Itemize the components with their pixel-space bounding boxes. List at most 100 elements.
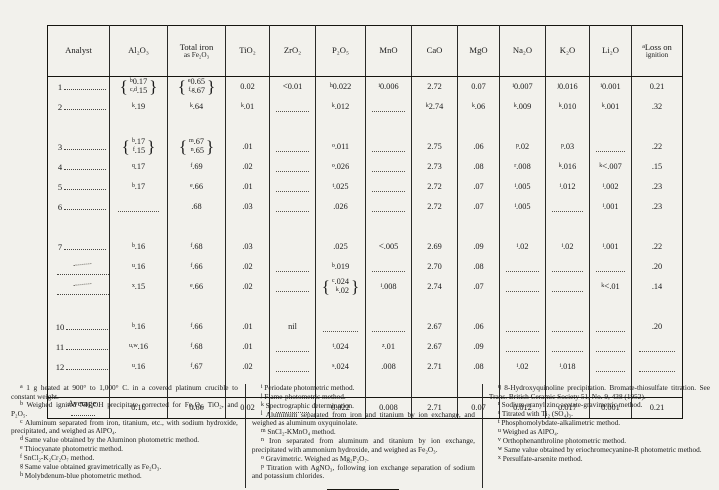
empty-dash xyxy=(276,210,309,212)
cell-value: f.68 xyxy=(190,341,203,351)
cell-mno xyxy=(365,97,412,117)
footnote-item: p Titration with AgNO₃, following ion ex… xyxy=(252,463,475,481)
footnote-marker: z xyxy=(382,342,385,349)
cell-value: k2.74 xyxy=(425,101,444,111)
cell-loi: 0.21 xyxy=(631,76,683,97)
empty-dash xyxy=(276,370,309,372)
cell-li2o xyxy=(589,137,632,157)
spacer-cell xyxy=(365,117,412,137)
cell-al2o3: b.16 xyxy=(109,237,168,257)
cell-mno: i0.006 xyxy=(365,76,412,97)
footnote-item: b Weighed ignited NH₄OH precipitate corr… xyxy=(11,401,238,418)
cell-zro2 xyxy=(269,277,316,298)
cell-value: 0.001 xyxy=(601,402,620,412)
column-header-k2o: K₂O xyxy=(545,25,590,77)
table-row: u.16 f.66 .02 b.019 2.70 .08 .20 xyxy=(47,256,683,278)
cell-cao: 2.67 xyxy=(411,337,458,358)
cell-p2o5: o.026 xyxy=(315,157,366,177)
cell-value: .08 xyxy=(473,161,484,171)
column-header-sublabel: ignition xyxy=(645,50,669,59)
header-row: Analyst Al₂O₃ Total iron as Fe₂O₃ TiO₂ ZrO₂ P₂… xyxy=(47,25,683,77)
footnote-marker: b xyxy=(131,138,135,145)
spacer-cell xyxy=(545,217,590,237)
cell-loi: .32 xyxy=(631,97,683,117)
cell-tio2: k.01 xyxy=(225,97,270,117)
analyst-cell: 7 xyxy=(47,237,110,257)
footnote-marker: k xyxy=(601,283,605,290)
cell-value: i0.006 xyxy=(378,81,399,91)
cell-loi: .23 xyxy=(631,197,683,217)
cell-value: 2.72 xyxy=(427,81,442,91)
cell-cao: 2.73 xyxy=(411,157,458,177)
cell-value: i0.007 xyxy=(512,81,533,91)
empty-dash xyxy=(552,290,583,292)
cell-mno: .008 xyxy=(365,357,412,378)
column-header-tio2: TiO₂ xyxy=(225,25,270,77)
cell-loi: .20 xyxy=(631,317,683,338)
footnote-text: Gravimetric. Weighed as Mg₂P₂O₇. xyxy=(265,453,369,463)
cell-value: k.010 xyxy=(558,101,577,111)
row-spacer xyxy=(47,377,683,398)
cell-value: k.009 xyxy=(513,101,532,111)
cell-value: p.02 xyxy=(515,141,530,151)
analyst-cell: 2 xyxy=(47,97,110,117)
footnote-marker: o xyxy=(331,142,335,149)
cell-cao: 2.71 xyxy=(411,357,458,378)
cell-zro2: <0.01 xyxy=(269,76,316,97)
cell-p2o5: h0.022 xyxy=(315,76,366,97)
leader-dots xyxy=(66,342,109,351)
spacer-cell xyxy=(457,297,500,318)
cell-value: i.008 xyxy=(380,281,397,291)
cell-value: .14 xyxy=(651,281,663,291)
cell-na2o: r.008 xyxy=(499,157,546,177)
cell-value: 2.67 xyxy=(427,321,442,331)
cell-value: f.66 xyxy=(190,261,203,271)
cell-value: h0.022 xyxy=(329,81,352,91)
footnote-marker: o xyxy=(260,454,264,461)
cell-value: 0.21 xyxy=(649,402,665,412)
footnote-marker: u,w xyxy=(128,342,138,349)
cell-na2o: i0.007 xyxy=(499,76,546,97)
cell-value: i.005 xyxy=(514,181,531,191)
brace-left-icon: { xyxy=(119,77,128,97)
cell-total_iron: {e0.65 f,g.67} xyxy=(167,76,226,97)
cell-value: .06 xyxy=(473,321,484,331)
cell-value: x.15 xyxy=(131,281,146,291)
column-header-mgo: MgO xyxy=(457,25,500,77)
cell-k2o: i.02 xyxy=(545,237,590,257)
footnote-text: Same value obtained by eriochromecyanine… xyxy=(504,445,702,455)
spacer-cell xyxy=(365,297,412,318)
footnote-marker: u xyxy=(131,262,135,269)
footnote-marker: f xyxy=(190,162,193,169)
cell-value: t.025 xyxy=(332,181,349,191)
footnote-text: Iron separated from aluminum and titaniu… xyxy=(251,436,475,454)
cell-value: .026 xyxy=(333,201,348,211)
analyst-label: 7 xyxy=(57,241,63,252)
analyst-label: 6 xyxy=(57,201,63,212)
cell-value: b.17 xyxy=(131,181,146,191)
cell-value: .07 xyxy=(473,281,484,291)
cell-loi: .14 xyxy=(631,277,683,298)
column-header-mno: MnO xyxy=(365,25,412,77)
cell-total_iron: f.68 xyxy=(167,237,226,257)
footnote-marker: i xyxy=(559,362,562,369)
footnote-marker: i xyxy=(602,202,605,209)
cell-value: s.024 xyxy=(332,361,349,371)
cell-p2o5 xyxy=(315,317,366,338)
cell-cao: 2.75 xyxy=(411,137,458,157)
brace-right-icon: } xyxy=(149,77,158,97)
table-row: 10 b.16 f.66 .01 nil 2.67 .06 .20 xyxy=(47,317,683,338)
cell-value: .03 xyxy=(242,201,253,211)
footnote-marker: i xyxy=(516,362,519,369)
table-row: 4 q.17 f.69 .02 o.026 2.73 .08 r.008 k.016 k<.007… xyxy=(47,157,683,177)
empty-dash xyxy=(276,110,309,112)
cell-loi: .20 xyxy=(631,257,683,278)
footnote-marker: j xyxy=(260,393,263,400)
empty-dash xyxy=(506,330,539,332)
less-than-icon: < xyxy=(604,281,610,292)
cell-na2o: k.009 xyxy=(499,97,546,117)
braced-value-group: {e0.65 f,g.67} xyxy=(168,77,225,96)
cell-tio2: .02 xyxy=(225,357,270,378)
cell-value: c.024 xyxy=(331,277,350,287)
footnote-marker: d xyxy=(20,436,23,443)
